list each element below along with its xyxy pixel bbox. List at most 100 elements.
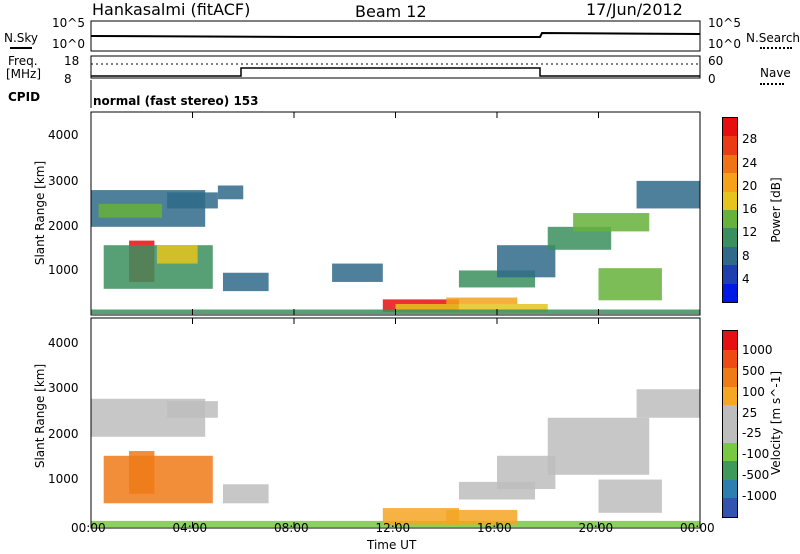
- power-cb-swatch-7: [723, 154, 737, 174]
- vel-cb-ticks-1: 500: [742, 363, 765, 378]
- vel-cb-swatch-9: [723, 331, 737, 350]
- power-echo-region-9: [395, 303, 548, 313]
- power-echo-region-15: [636, 180, 700, 209]
- velocity-colorbar-label: Velocity [m s^-1]: [769, 370, 783, 476]
- power-cb-ticks-2: 12: [742, 225, 758, 240]
- power-cb-swatch-9: [723, 118, 737, 137]
- vel-cb-swatch-7: [723, 368, 737, 387]
- station-title: Hankasalmi (fitACF): [92, 0, 251, 19]
- power-echo-region-7: [332, 263, 383, 282]
- cpid-label: CPID: [8, 90, 41, 104]
- nave-tick-bottom: 0: [708, 72, 716, 86]
- time-tick-5: 20:00: [578, 521, 614, 535]
- power-ytick-4000: 4000: [48, 128, 79, 142]
- time-axis-label: Time UT: [367, 538, 417, 552]
- power-echo-region-12: [497, 245, 556, 278]
- velocity-ytick-3000: 3000: [48, 381, 79, 395]
- power-cb-swatch-5: [723, 191, 737, 210]
- nave-tick-top: 60: [708, 54, 724, 68]
- velocity-echo-region-7: [446, 509, 518, 525]
- vel-cb-swatch-8: [723, 349, 737, 369]
- vel-cb-swatch-5: [723, 405, 737, 424]
- time-tick-4: 16:00: [477, 521, 512, 535]
- vel-cb-swatch-3: [723, 442, 737, 462]
- vel-cb-swatch-2: [723, 461, 737, 480]
- time-tick-0: 00:00: [71, 521, 106, 535]
- noise-sky-label: N.Sky: [4, 31, 39, 45]
- noise-tick-right-bottom: 10^0: [708, 37, 741, 51]
- freq-unit-label: [MHz]: [6, 67, 42, 81]
- power-cb-swatch-0: [723, 283, 737, 302]
- noise-sky-legend-line: [10, 47, 32, 49]
- vel-cb-ticks-5: -100: [742, 447, 770, 462]
- power-colorbar: [722, 117, 738, 303]
- freq-panel-frame: [90, 55, 701, 79]
- velocity-echo-region-1: [167, 401, 218, 418]
- power-echo-region-5: [156, 245, 198, 264]
- velocity-ytick-4000: 4000: [48, 336, 79, 350]
- time-tick-3: 12:00: [375, 521, 411, 535]
- velocity-echo-region-11: [636, 389, 700, 418]
- power-cb-ticks-1: 8: [742, 248, 750, 263]
- time-tick-6: 00:00: [680, 521, 715, 535]
- power-echo-region-1: [98, 203, 163, 218]
- vel-cb-ticks-2: 100: [742, 384, 765, 399]
- power-ytick-2000: 2000: [48, 219, 79, 233]
- noise-sky-trace: [90, 31, 701, 38]
- power-echo-region-6: [222, 272, 269, 292]
- velocity-heatmap: [91, 389, 700, 528]
- vel-cb-ticks-7: -1000: [742, 489, 777, 504]
- vel-cb-swatch-4: [723, 423, 737, 443]
- noise-tick-left-bottom: 10^0: [52, 37, 85, 51]
- freq-label: Freq.: [8, 54, 38, 68]
- beam-label: Beam 12: [355, 2, 427, 21]
- vel-cb-swatch-0: [723, 498, 737, 517]
- vel-cb-ticks-6: -500: [742, 468, 770, 483]
- noise-tick-right-top: 10^5: [708, 16, 741, 30]
- velocity-ytick-1000: 1000: [48, 472, 79, 486]
- power-echo-region-16: [598, 268, 662, 301]
- power-echo-region-13: [547, 226, 612, 250]
- vel-cb-ticks-0: 1000: [742, 342, 773, 357]
- vel-cb-swatch-6: [723, 386, 737, 406]
- vel-cb-ticks-3: 25: [742, 405, 758, 420]
- date-label: 17/Jun/2012: [586, 0, 683, 19]
- power-cb-swatch-6: [723, 173, 737, 192]
- freq-trace: [91, 67, 700, 77]
- velocity-echo-region-9: [497, 455, 556, 490]
- nave-legend-line: [760, 83, 784, 85]
- power-cb-ticks-0: 4: [742, 271, 750, 286]
- power-cb-swatch-2: [723, 246, 737, 266]
- velocity-echo-region-3: [129, 451, 155, 494]
- velocity-echo-region-2: [103, 455, 213, 504]
- velocity-ytick-2000: 2000: [48, 427, 79, 441]
- power-echo-region-14: [573, 213, 650, 232]
- power-cb-swatch-3: [723, 228, 737, 247]
- power-echo-region-2: [167, 192, 218, 209]
- time-tick-1: 04:00: [172, 521, 208, 535]
- power-echo-region-18: [217, 185, 244, 200]
- noise-search-label: N.Search: [746, 31, 800, 45]
- noise-tick-left-top: 10^5: [52, 16, 85, 30]
- time-axis-ticks: [90, 112, 701, 528]
- freq-tick-bottom: 8: [64, 72, 72, 86]
- power-ytick-1000: 1000: [48, 263, 79, 277]
- vel-cb-ticks-4: -25: [742, 426, 762, 441]
- nave-label: Nave: [760, 66, 791, 80]
- power-ytick-3000: 3000: [48, 174, 79, 188]
- freq-tick-top: 18: [64, 54, 80, 68]
- velocity-echo-region-6: [382, 508, 459, 525]
- power-echo-region-10: [446, 297, 518, 304]
- vel-cb-swatch-1: [723, 479, 737, 499]
- power-cb-swatch-4: [723, 209, 737, 229]
- velocity-echo-region-10: [547, 417, 650, 475]
- power-cb-swatch-1: [723, 265, 737, 284]
- power-colorbar-label: Power [dB]: [769, 177, 783, 243]
- power-cb-ticks-3: 16: [742, 202, 758, 216]
- power-cb-ticks-4: 20: [742, 178, 758, 193]
- power-heatmap: [91, 180, 700, 315]
- cpid-text: normal (fast stereo) 153: [93, 94, 259, 108]
- velocity-colorbar: [722, 330, 738, 518]
- noise-search-legend-line: [760, 47, 792, 49]
